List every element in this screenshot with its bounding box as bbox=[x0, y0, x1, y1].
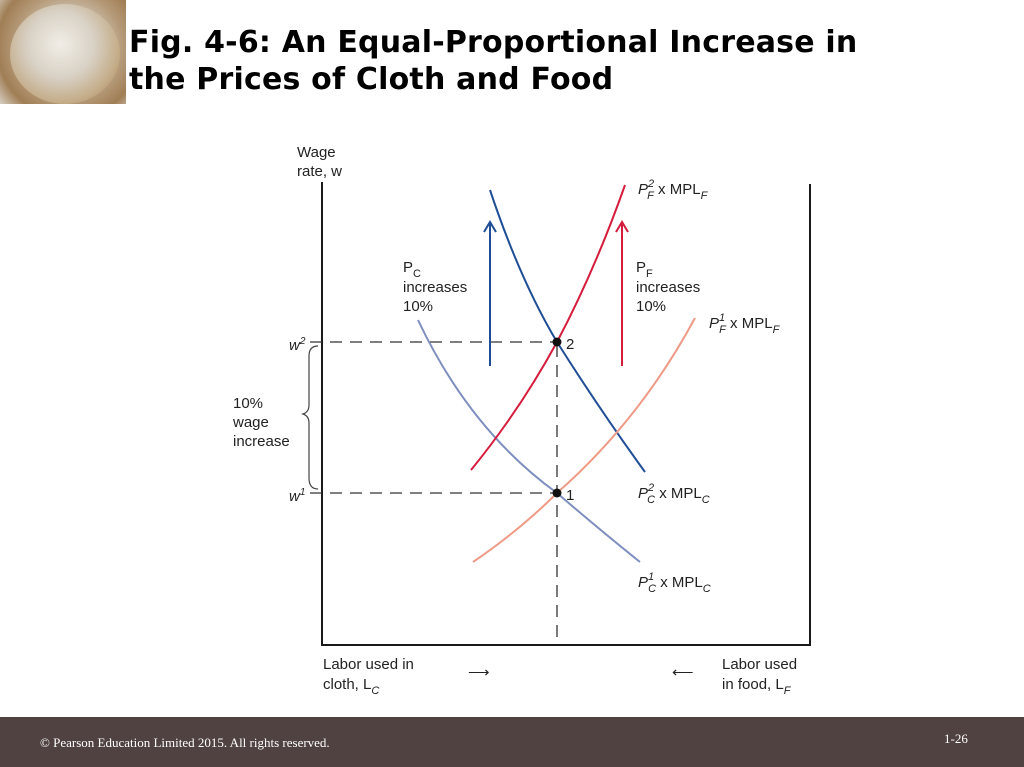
pf2-curve-label: P2 F x MPLF bbox=[638, 178, 709, 202]
title-line-1: Fig. 4-6: An Equal-Proportional Increase… bbox=[129, 25, 858, 60]
pf-increase-label-2: increases bbox=[636, 279, 700, 296]
wage-brace-label-2: wage bbox=[232, 414, 269, 431]
x-label-cloth-line2: cloth, LC bbox=[323, 676, 379, 697]
slide-title: Fig. 4-6: An Equal-Proportional Increase… bbox=[129, 24, 857, 98]
page-number: 1-26 bbox=[944, 731, 968, 746]
pc1-curve-label: P1 C x MPLC bbox=[638, 571, 711, 595]
slide-footer: © Pearson Education Limited 2015. All ri… bbox=[0, 717, 1024, 767]
y-axis-label-line1: Wage bbox=[297, 144, 336, 161]
wage-brace-label-1: 10% bbox=[233, 395, 263, 412]
w1-tick-label: w1 bbox=[289, 487, 305, 505]
arrow-right-icon: ⟶ bbox=[468, 664, 490, 681]
wage-increase-brace bbox=[301, 345, 319, 490]
wage-brace-label-3: increase bbox=[233, 433, 290, 450]
y-axis-label-line2: rate, w bbox=[297, 163, 342, 180]
title-line-2: the Prices of Cloth and Food bbox=[129, 62, 614, 97]
w2-tick-label: w2 bbox=[289, 336, 306, 354]
equilibrium-point-1 bbox=[552, 488, 562, 498]
pf-increase-label-3: 10% bbox=[636, 298, 666, 315]
x-label-cloth-line1: Labor used in bbox=[323, 656, 414, 673]
pf1-curve-label: P1 F x MPLF bbox=[709, 312, 781, 336]
wage-labor-chart: 2 1 Wage rate, w w2 w1 10% wage increase… bbox=[232, 144, 811, 697]
crystal-globe-logo bbox=[0, 0, 126, 104]
pc-increase-label-3: 10% bbox=[403, 298, 433, 315]
copyright-text: © Pearson Education Limited 2015. All ri… bbox=[40, 735, 330, 750]
x-label-food-line1: Labor used bbox=[722, 656, 797, 673]
pc1-mplc-curve bbox=[417, 319, 641, 563]
globe-icon bbox=[10, 4, 120, 104]
point-1-label: 1 bbox=[566, 487, 574, 504]
pf-increase-label-1: PF bbox=[636, 259, 653, 280]
pf-arrow-head-icon bbox=[615, 220, 629, 233]
pc-increase-label-1: PC bbox=[403, 259, 421, 280]
point-2-label: 2 bbox=[566, 336, 574, 353]
arrow-left-icon: ⟵ bbox=[672, 664, 694, 681]
pc2-curve-label: P2 C x MPLC bbox=[638, 482, 710, 506]
pc-arrow-head-icon bbox=[483, 220, 497, 233]
pf1-mplf-curve bbox=[472, 317, 696, 563]
x-label-food-line2: in food, LF bbox=[722, 676, 792, 697]
pc-increase-label-2: increases bbox=[403, 279, 467, 296]
equilibrium-point-2 bbox=[552, 337, 562, 347]
